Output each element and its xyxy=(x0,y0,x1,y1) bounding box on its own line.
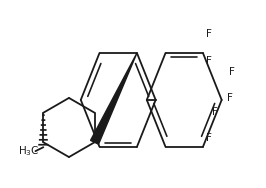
Text: H$_3$C: H$_3$C xyxy=(18,144,39,158)
Text: F: F xyxy=(212,107,218,117)
Text: F: F xyxy=(228,67,234,77)
Text: F: F xyxy=(206,133,212,143)
Text: F: F xyxy=(227,93,232,103)
Text: F: F xyxy=(206,56,212,66)
Text: F: F xyxy=(206,29,212,39)
Polygon shape xyxy=(90,53,137,144)
